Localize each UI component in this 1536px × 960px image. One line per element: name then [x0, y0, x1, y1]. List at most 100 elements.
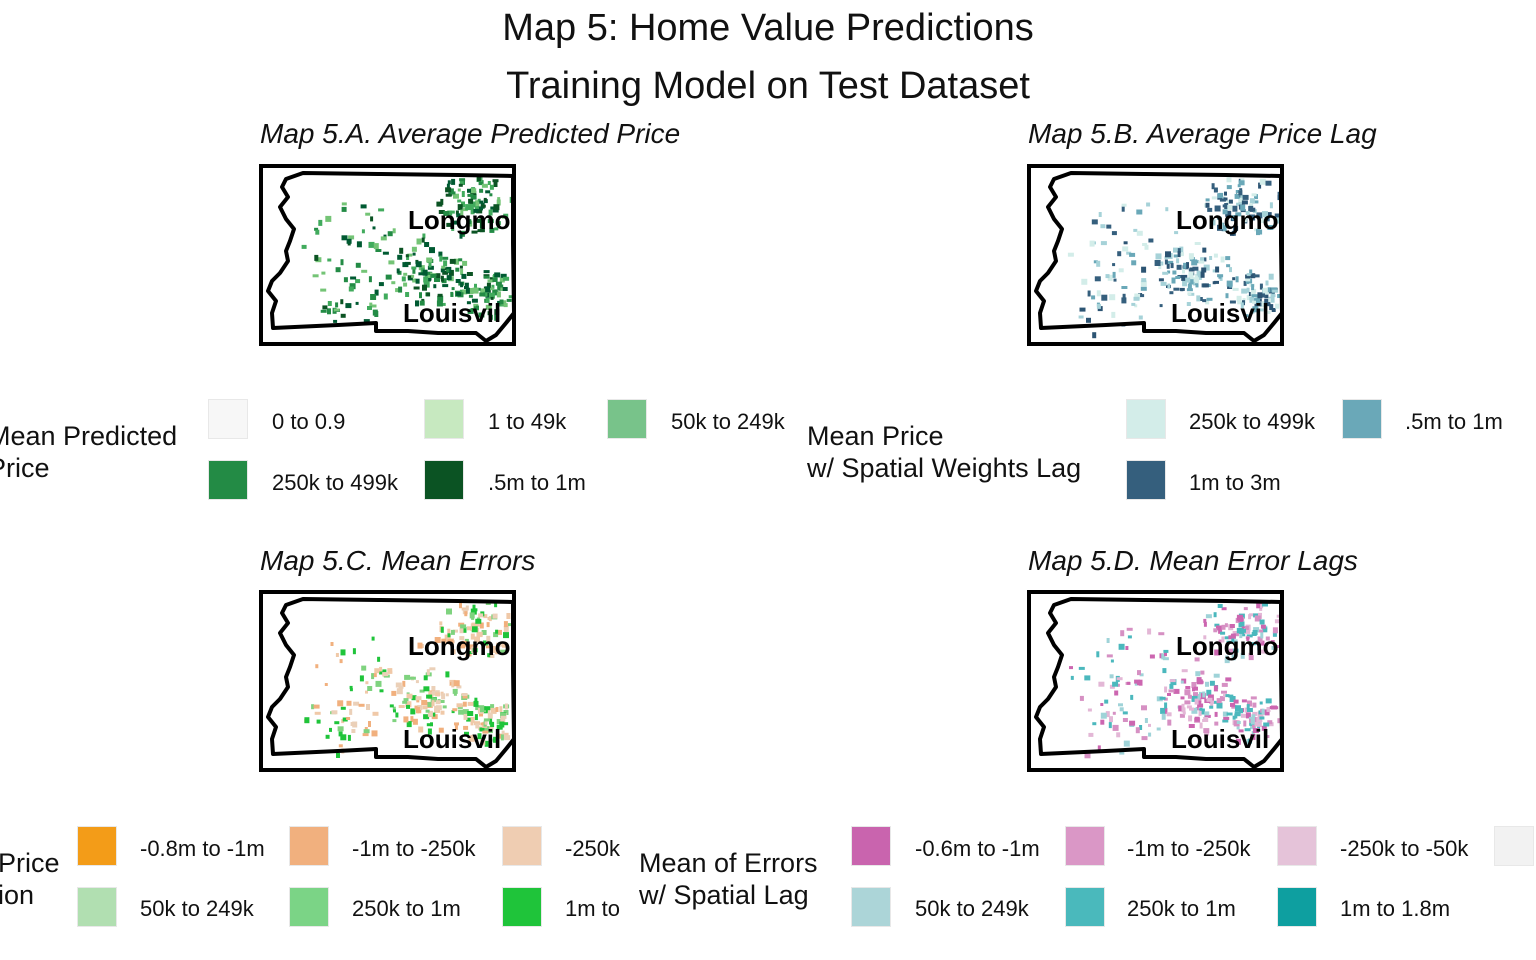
map-cell [484, 706, 491, 711]
map-cell [335, 302, 339, 308]
map-cell [1202, 247, 1207, 253]
map-cell [474, 721, 480, 726]
map-cell [343, 277, 348, 283]
map-cell [391, 281, 396, 285]
map-cell [1116, 677, 1123, 681]
county-boundary [1034, 597, 1284, 769]
map-cell [422, 284, 427, 291]
map-cell [471, 616, 475, 620]
map-cell [1164, 256, 1168, 260]
map-cell [428, 262, 432, 268]
map-cell [1226, 185, 1232, 190]
map-cell [1228, 199, 1233, 204]
map-cell [474, 697, 478, 703]
map-cell [426, 257, 433, 263]
map-cell [440, 275, 444, 282]
map-cell [422, 269, 428, 276]
map-cell [468, 219, 472, 225]
map-cell [488, 616, 492, 622]
map-cell [465, 653, 472, 657]
map-cell [471, 230, 478, 234]
map-cell [1196, 295, 1201, 302]
map-cell [451, 649, 456, 655]
map-cell [1182, 711, 1186, 715]
legend-b-label-3: 1m to 3m [1189, 470, 1281, 495]
map-cell [365, 212, 371, 216]
map-cell [490, 722, 495, 727]
map-cell [1272, 631, 1277, 637]
map-cell [506, 298, 512, 302]
map-cell [485, 286, 491, 293]
map-cell [491, 645, 496, 651]
map-cell [1202, 299, 1207, 303]
map-cell [457, 188, 461, 192]
map-cell [336, 753, 340, 758]
map-cell [1176, 264, 1182, 270]
map-cell [1173, 688, 1180, 694]
map-cell [1219, 696, 1225, 702]
map-cell [1205, 202, 1210, 208]
map-cell [478, 312, 485, 318]
edge-mask [516, 589, 526, 775]
map-cell [1256, 717, 1263, 722]
map-cell [476, 218, 483, 223]
map-cell [1206, 689, 1212, 696]
legend-b-label-1: 250k to 499k [1189, 409, 1315, 434]
map-cell [346, 700, 352, 706]
map-cell [1158, 278, 1164, 282]
map-cell [338, 731, 343, 737]
map-cell [1202, 691, 1206, 698]
map-cell [1123, 241, 1128, 245]
legend-c-label-3: -250k [565, 836, 621, 861]
map-cell [437, 295, 444, 302]
legend-b-label-2: .5m to 1m [1405, 409, 1503, 434]
map-cell [1179, 713, 1185, 718]
map-cell [1267, 310, 1271, 314]
map-cell [1226, 280, 1233, 287]
map-cell [1139, 673, 1144, 677]
map-cell [1146, 202, 1151, 207]
map-cell [1230, 702, 1235, 707]
map-cell [501, 215, 505, 219]
map-cell [1259, 283, 1263, 290]
map-cell [426, 723, 431, 727]
county-boundary [1034, 171, 1284, 343]
map-cell [370, 304, 377, 308]
map-cell [485, 298, 490, 303]
map-cell [1216, 625, 1222, 631]
map-cell [475, 618, 482, 624]
map-cell [476, 175, 481, 182]
legend-a-title: Mean Predicted Price [0, 421, 178, 483]
map-cell [318, 219, 323, 226]
map-cell [1222, 711, 1228, 717]
map-cell [489, 184, 494, 190]
map-cell [1239, 633, 1243, 639]
map-cell [411, 246, 417, 252]
map-cell [1217, 604, 1223, 608]
map-cell [1200, 257, 1205, 262]
map-cell [380, 236, 387, 241]
map-cell [494, 272, 501, 278]
map-cell [1112, 681, 1119, 687]
map-cell [460, 282, 464, 288]
map-cell [1106, 638, 1110, 643]
map-cell [1233, 720, 1240, 727]
map-cell [479, 222, 484, 228]
map-cell [458, 183, 463, 187]
map-cell [499, 721, 505, 728]
map-cell [398, 685, 404, 689]
map-cell [1084, 675, 1091, 681]
map-cell [321, 271, 326, 275]
map-cell [1169, 291, 1174, 295]
map-cell [387, 668, 393, 672]
map-cell [1194, 657, 1200, 662]
map-cell [1241, 200, 1248, 205]
map-cell [1224, 623, 1228, 628]
map-cell [461, 201, 465, 208]
map-cell [490, 707, 497, 714]
map-cell [1229, 267, 1232, 273]
map-cell [441, 302, 446, 306]
map-cell [1229, 648, 1234, 655]
map-cell [446, 275, 452, 281]
map-cell [427, 728, 432, 735]
